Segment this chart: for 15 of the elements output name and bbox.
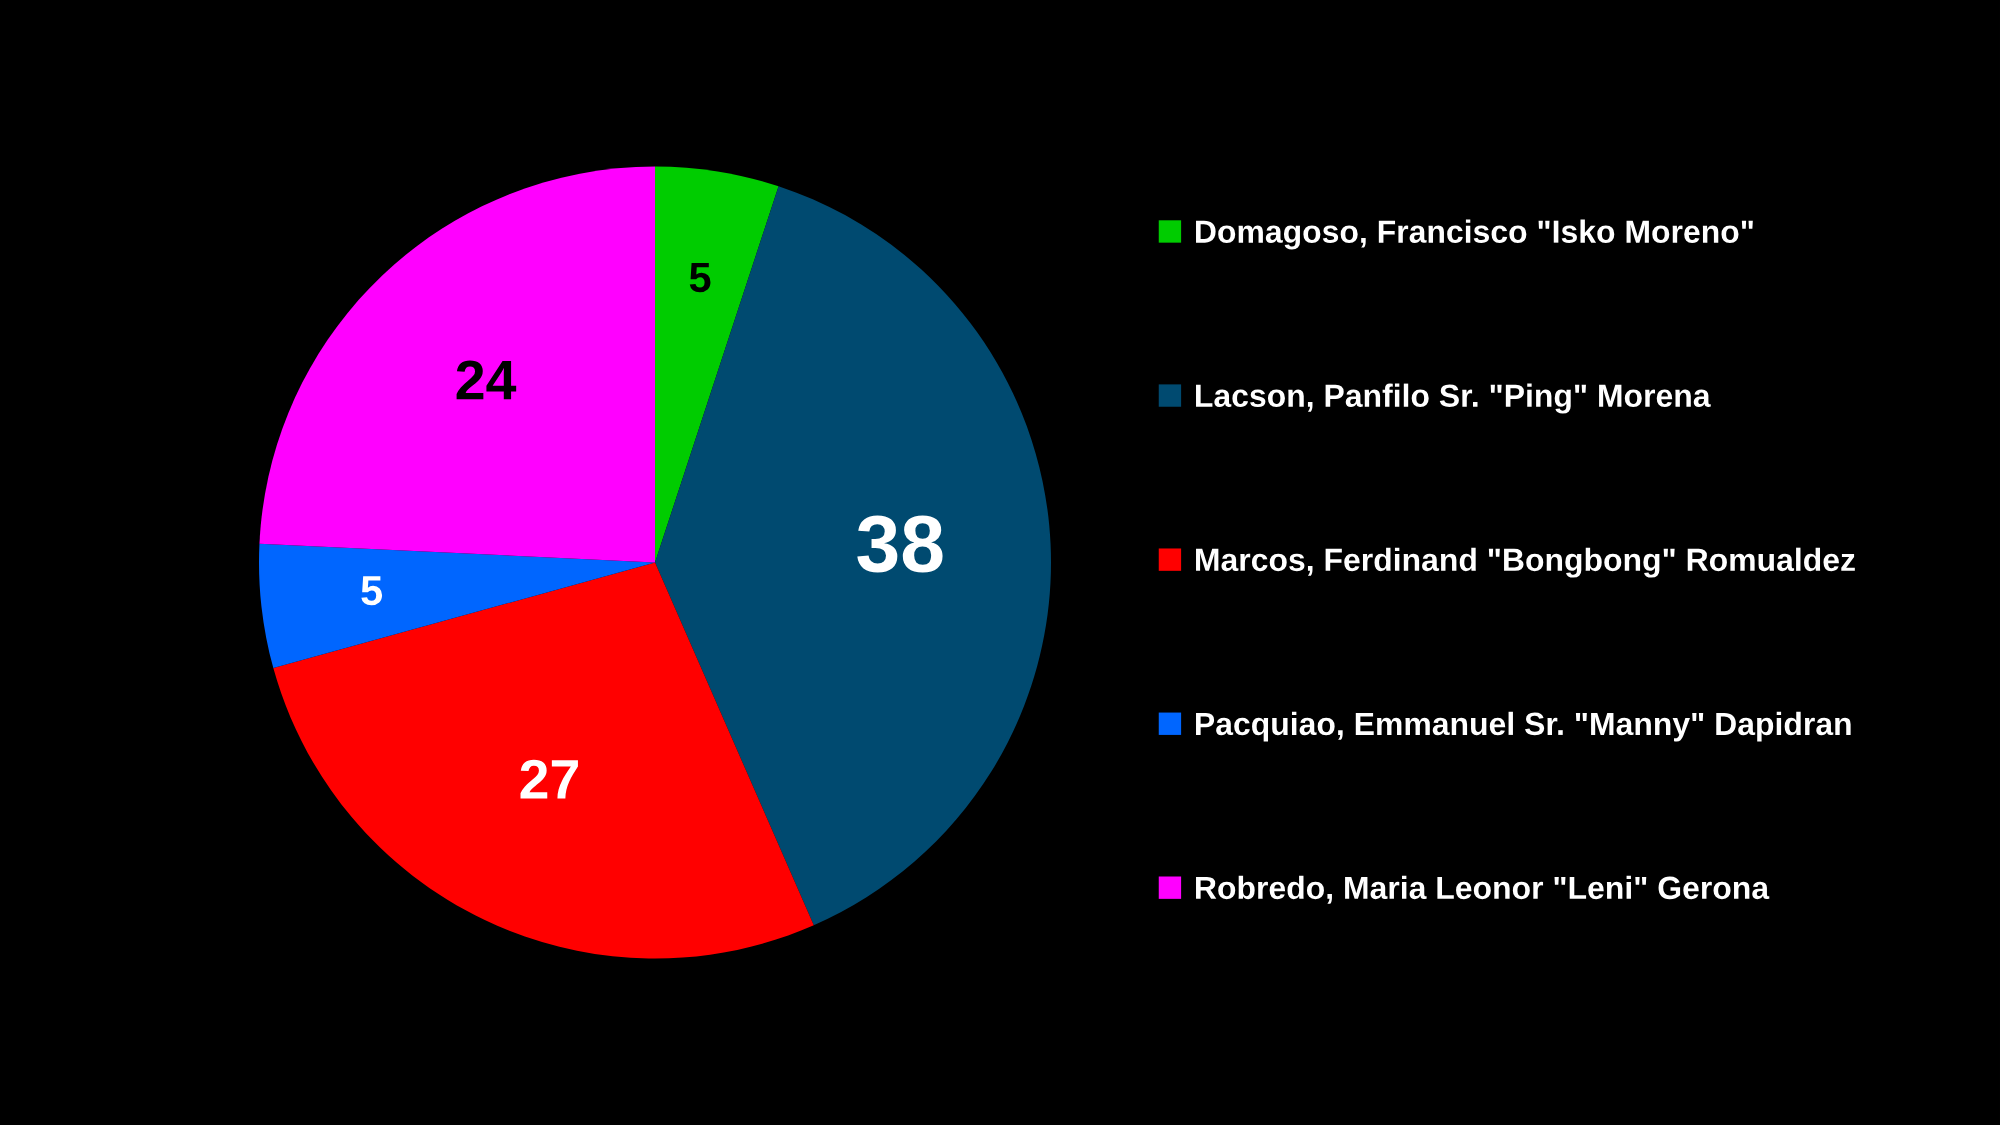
- legend-label: Robredo, Maria Leonor "Leni" Gerona: [1196, 875, 1770, 904]
- legend-label: Domagoso, Francisco "Isko Moreno": [1196, 219, 1753, 250]
- pie-slice: [273, 562, 814, 959]
- data-label: 27: [520, 759, 578, 799]
- data-label: 5: [689, 263, 711, 293]
- legend-label: Lacson, Panfilo Sr. "Ping" Morena: [1196, 383, 1711, 414]
- pie-slice: [259, 543, 655, 669]
- legend-label: Pacquiao, Emmanuel Sr. "Manny" Dapidran: [1196, 711, 1851, 742]
- pie-slice: [655, 186, 1051, 926]
- pie-slice: [655, 166, 779, 563]
- pie-slice: [259, 166, 655, 563]
- legend-label: Marcos, Ferdinand "Bongbong" Romualdez: [1196, 547, 1855, 578]
- data-label: 38: [857, 515, 943, 573]
- data-label: 24: [456, 360, 517, 400]
- data-label: 5: [361, 576, 383, 606]
